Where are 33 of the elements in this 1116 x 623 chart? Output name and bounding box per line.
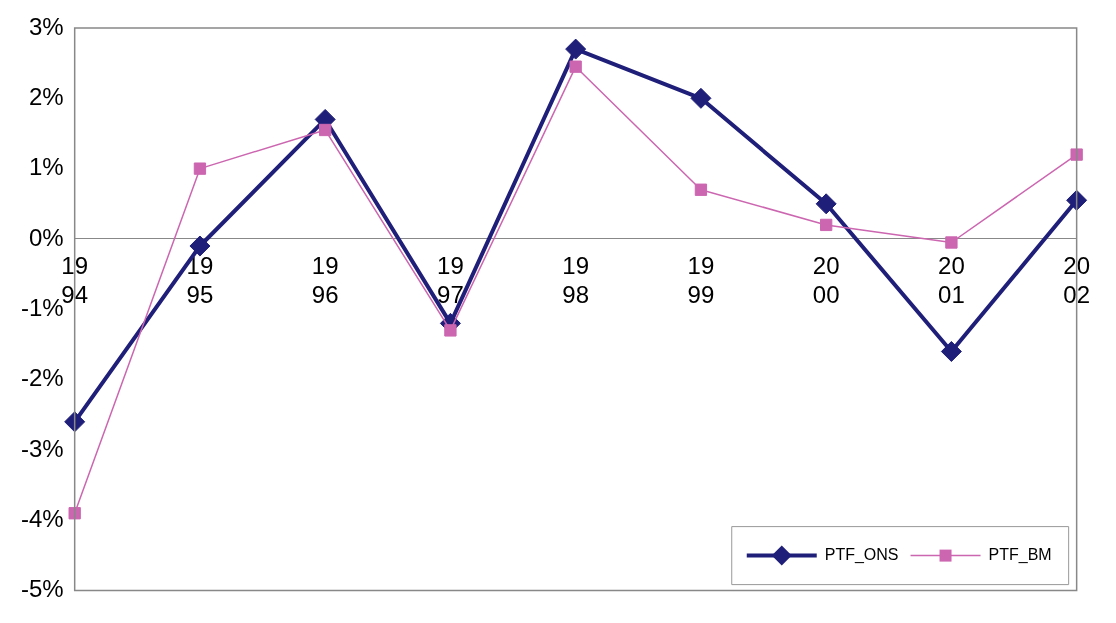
- point: [189, 235, 211, 257]
- y-tick-label: 0%: [28, 223, 64, 251]
- point: [193, 162, 207, 175]
- x-tick-label: 1996: [311, 252, 339, 308]
- point: [444, 324, 457, 337]
- point: [68, 507, 81, 520]
- x-tick-label: 1999: [687, 252, 715, 308]
- y-tick-label: -2%: [20, 364, 64, 392]
- point: [690, 87, 712, 109]
- point: [945, 236, 958, 249]
- y-tick-label: -3%: [20, 434, 64, 462]
- x-tick-label: 2001: [938, 252, 965, 308]
- y-tick-label: 3%: [28, 12, 64, 40]
- legend-label: PTF_BM: [988, 546, 1052, 565]
- point: [815, 193, 837, 215]
- x-tick-label: 2002: [1063, 252, 1090, 308]
- point: [820, 218, 833, 232]
- point: [1070, 148, 1083, 161]
- y-tick-label: 2%: [28, 82, 64, 110]
- y-tick-label: -4%: [20, 504, 64, 532]
- point: [64, 411, 86, 433]
- x-tick-label: 1997: [437, 252, 464, 308]
- point: [1066, 189, 1088, 211]
- x-tick-label: 1998: [562, 252, 590, 308]
- point: [569, 60, 582, 73]
- point: [565, 38, 587, 60]
- legend-label: PTF_ONS: [824, 546, 899, 565]
- y-tick-label: 1%: [28, 153, 64, 181]
- point: [940, 341, 962, 362]
- point: [319, 123, 332, 137]
- x-tick-label: 2000: [812, 252, 840, 308]
- y-tick-label: -5%: [20, 575, 64, 603]
- point: [694, 183, 708, 196]
